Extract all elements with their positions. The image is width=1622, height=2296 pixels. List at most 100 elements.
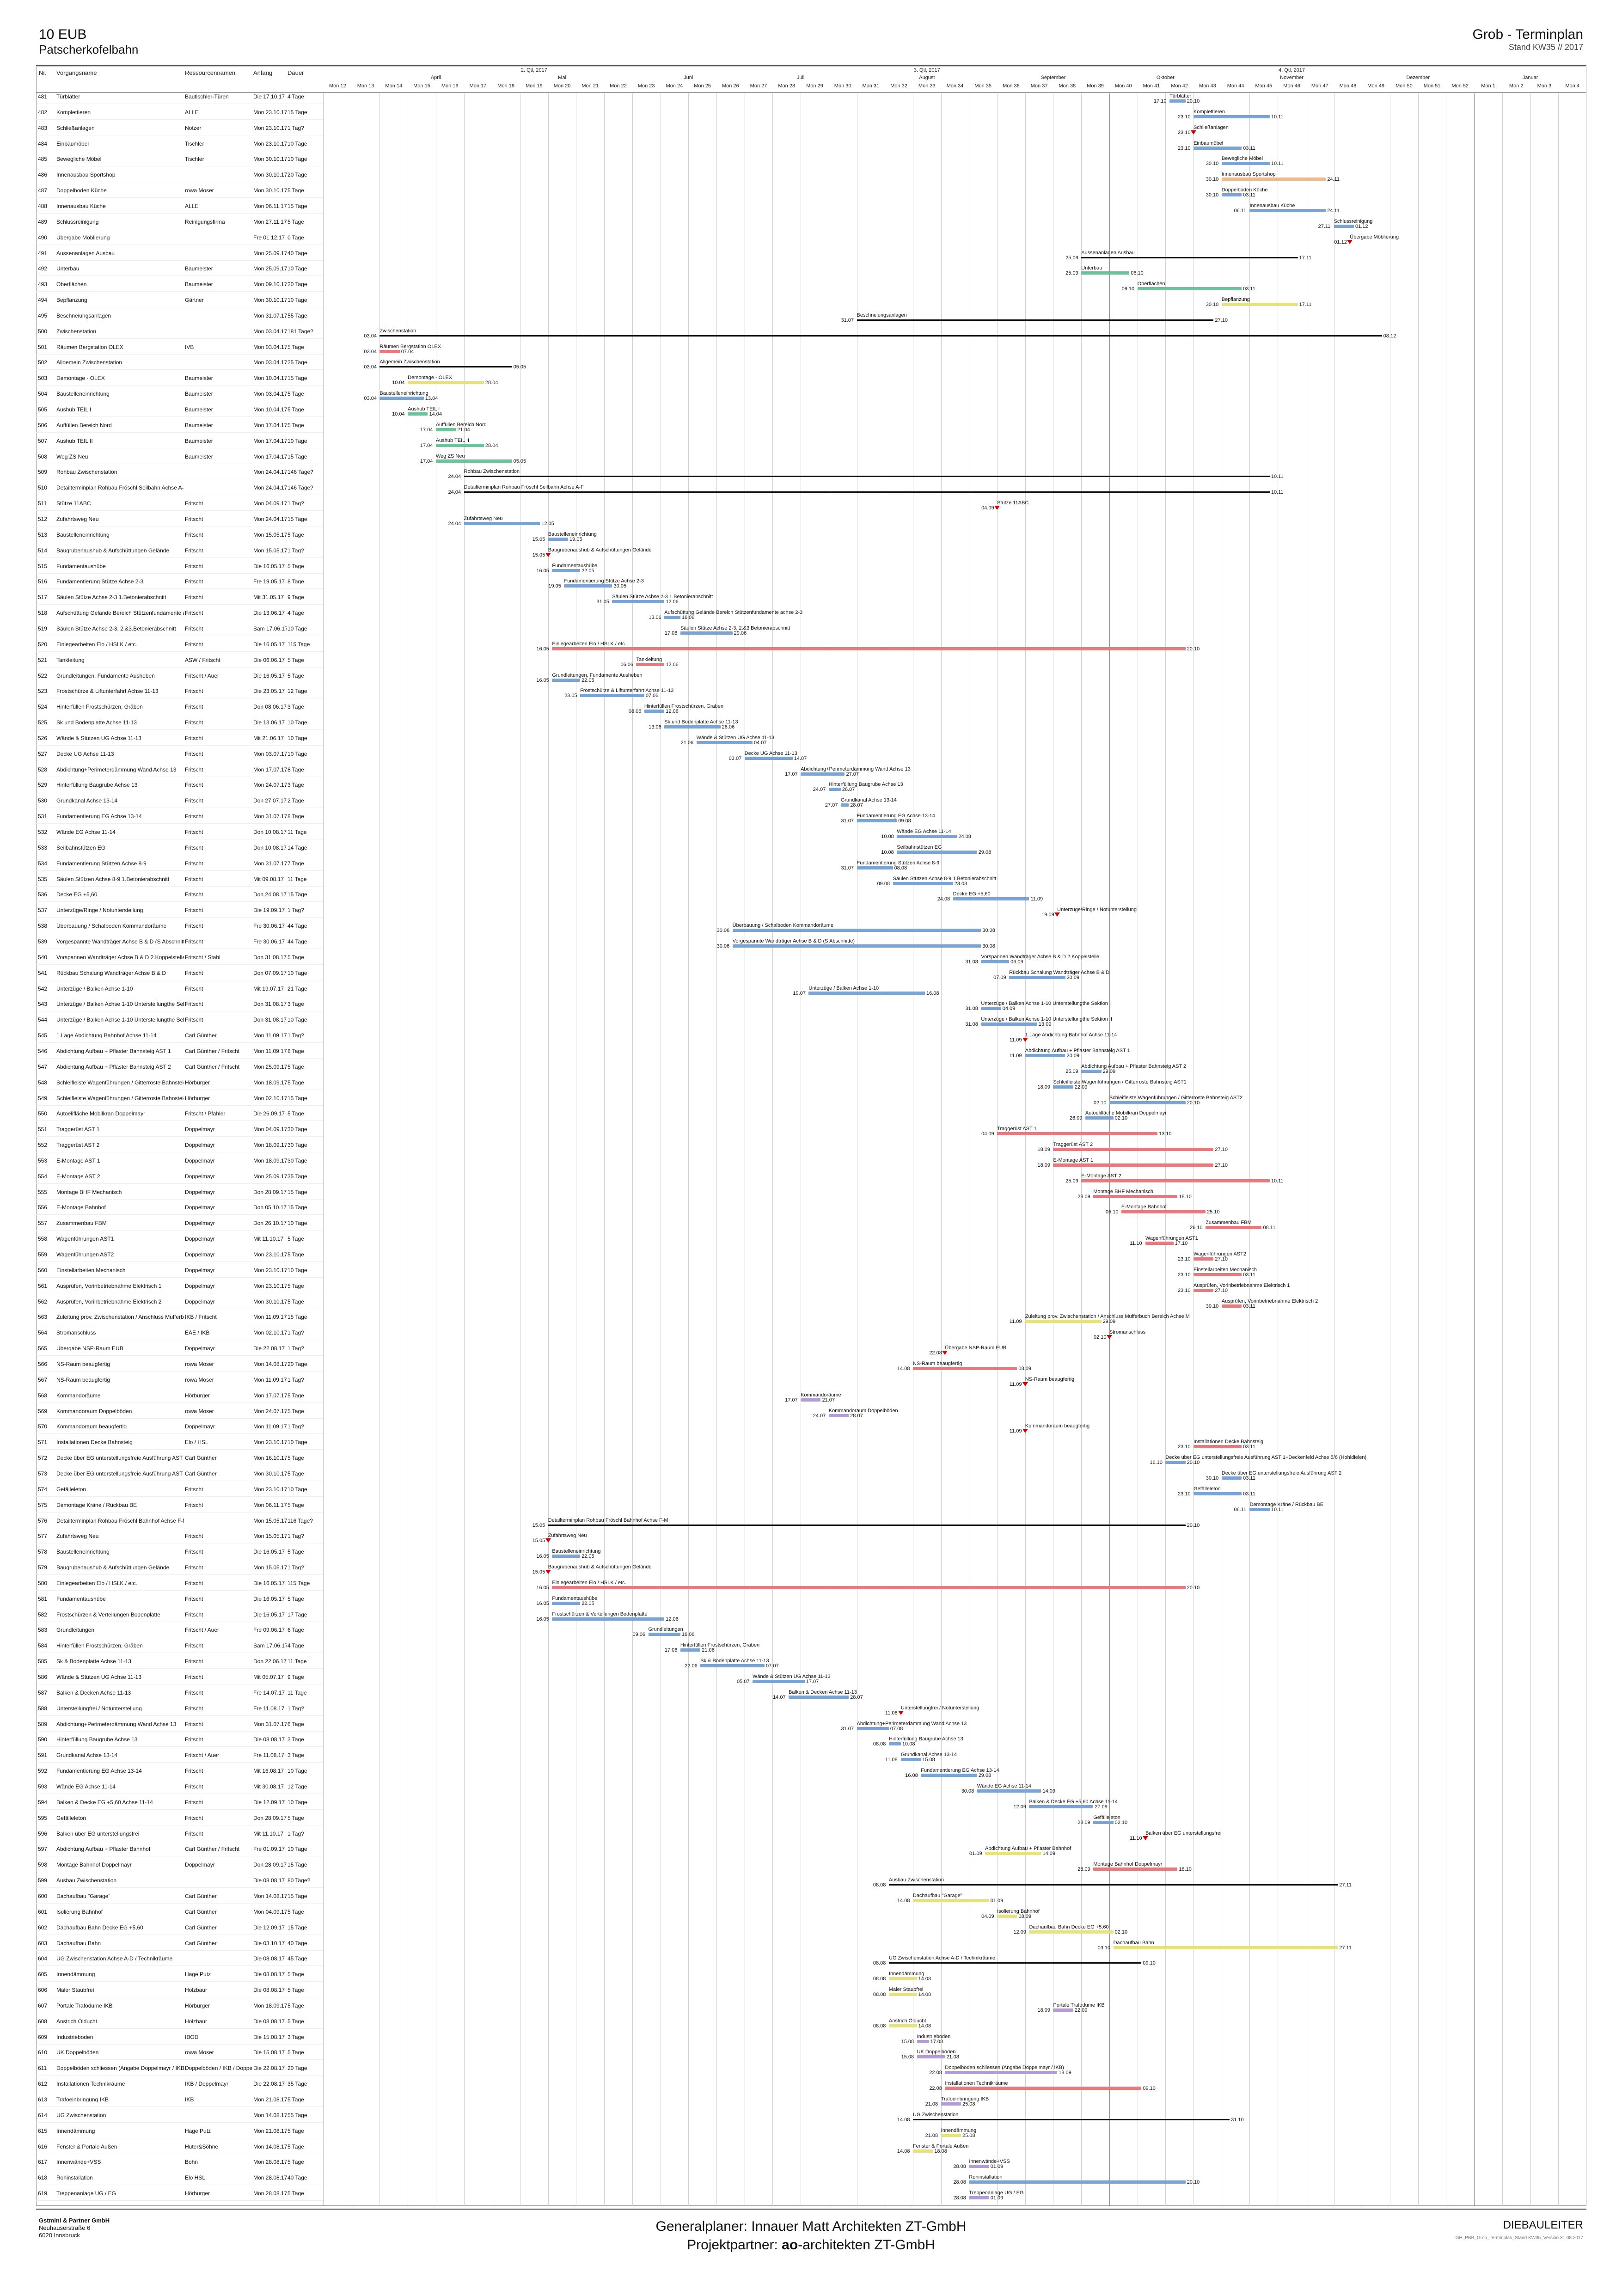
table-row[interactable]: 599 Ausbau Zwischenstation Die 08.08.17 80 …: [36, 1877, 324, 1888]
task-bar[interactable]: [912, 1898, 989, 1902]
table-row[interactable]: 609 Industrieboden IBOD Die 15.08.17 3 Tage: [36, 2034, 324, 2045]
table-row[interactable]: 488 Innenausbau Küche ALLE Mon 06.11.17 15 T…: [36, 203, 324, 214]
table-row[interactable]: 585 Sk & Bodenplatte Achse 11-13 Fritscht D…: [36, 1658, 324, 1669]
table-row[interactable]: 516 Fundamentierung Stütze Achse 2-3 Frits…: [36, 578, 324, 589]
task-bar[interactable]: [997, 1132, 1157, 1136]
table-row[interactable]: 525 Sk und Bodenplatte Achse 11-13 Fritsch…: [36, 719, 324, 730]
table-row[interactable]: 501 Räumen Bergstation OLEX IVB Mon 03.04.1…: [36, 344, 324, 355]
milestone-marker[interactable]: [1142, 1836, 1148, 1840]
table-row[interactable]: 514 Baugrubenaushub & Aufschüttungen Gelä…: [36, 547, 324, 558]
table-row[interactable]: 605 Innendämmung Hage Putz Die 08.08.17 5 Ta…: [36, 1971, 324, 1982]
table-row[interactable]: 591 Grundkanal Achse 13-14 Fritscht / Auer…: [36, 1752, 324, 1763]
task-bar[interactable]: [636, 662, 665, 666]
task-bar[interactable]: [435, 443, 484, 447]
table-row[interactable]: 571 Installationen Decke Bahnsteig Elo / H…: [36, 1439, 324, 1450]
task-bar[interactable]: [981, 1007, 1001, 1010]
table-row[interactable]: 578 Baustelleneinrichtung Fritscht Die 16.0…: [36, 1549, 324, 1560]
table-row[interactable]: 545 1.Lage Abdichtung Bahnhof Achse 11-14…: [36, 1032, 324, 1043]
task-bar[interactable]: [893, 882, 953, 885]
table-row[interactable]: 537 Unterzüge/Ringe / Notunterstellung Fri…: [36, 907, 324, 918]
table-row[interactable]: 595 Gefälleleton Fritscht Don 28.09.17 5 Tag…: [36, 1815, 324, 1825]
task-bar[interactable]: [1029, 1805, 1094, 1808]
task-bar[interactable]: [808, 991, 925, 995]
table-row[interactable]: 613 Trafoeinbringung IKB IKB Mon 21.08.17 5 …: [36, 2096, 324, 2107]
task-bar[interactable]: [801, 772, 845, 776]
task-bar[interactable]: [664, 616, 680, 619]
task-bar[interactable]: [408, 412, 428, 416]
task-bar[interactable]: [612, 600, 665, 604]
task-bar[interactable]: [1053, 1085, 1073, 1089]
table-row[interactable]: 482 Komplettieren ALLE Mon 23.10.17 15 Tage: [36, 109, 324, 120]
task-bar[interactable]: [897, 850, 977, 854]
table-row[interactable]: 592 Fundamentierung EG Achse 13-14 Fritsch…: [36, 1768, 324, 1779]
table-row[interactable]: 523 Frostschürze & Liftunterfahrt Achse 1…: [36, 688, 324, 699]
task-bar[interactable]: [888, 1742, 901, 1746]
task-bar[interactable]: [840, 803, 849, 807]
task-bar[interactable]: [912, 2149, 933, 2153]
table-row[interactable]: 541 Rückbau Schalung Wandträger Achse B &…: [36, 970, 324, 980]
table-row[interactable]: 520 Einlegearbeiten Elo / HSLK / etc. Frit…: [36, 641, 324, 652]
table-row[interactable]: 573 Decke über EG unterstellungsfreie Aus…: [36, 1470, 324, 1481]
table-row[interactable]: 490 Übergabe Möblierung Fre 01.12.17 0 Tage: [36, 234, 324, 245]
task-bar[interactable]: [897, 835, 957, 839]
table-row[interactable]: 535 Säulen Stützen Achse 8-9 1.Betonierab…: [36, 876, 324, 887]
table-row[interactable]: 528 Abdichtung+Perimeterdämmung Wand Achs…: [36, 766, 324, 777]
task-bar[interactable]: [664, 725, 721, 729]
table-row[interactable]: 589 Abdichtung+Perimeterdämmung Wand Achs…: [36, 1721, 324, 1732]
table-row[interactable]: 583 Grundleitungen Fritscht / Auer Fre 09.0…: [36, 1627, 324, 1638]
milestone-marker[interactable]: [898, 1710, 904, 1715]
table-row[interactable]: 557 Zusammenbau FBM Doppelmayr Don 26.10.17…: [36, 1220, 324, 1231]
table-row[interactable]: 603 Dachaufbau Bahn Carl Günther Die 03.10.…: [36, 1940, 324, 1951]
task-bar[interactable]: [857, 1727, 889, 1730]
task-bar[interactable]: [1025, 1320, 1102, 1323]
task-bar[interactable]: [1169, 99, 1186, 103]
table-row[interactable]: 481 Türblätter Bautischler-Türen Die 17.10.…: [36, 93, 324, 104]
milestone-marker[interactable]: [942, 1351, 948, 1355]
table-row[interactable]: 600 Dachaufbau "Garage" Carl Günther Mon 14…: [36, 1893, 324, 1904]
table-row[interactable]: 484 Einbaumöbel Tischler Mon 23.10.17 10 Tag…: [36, 141, 324, 151]
table-row[interactable]: 510 Detailterminplan Rohbau Fröschl Seilb…: [36, 484, 324, 496]
table-row[interactable]: 536 Decke EG +5,60 Fritscht Don 24.08.17 15 …: [36, 891, 324, 902]
summary-bar[interactable]: [1081, 257, 1298, 258]
task-bar[interactable]: [1165, 1461, 1186, 1464]
task-bar[interactable]: [1221, 162, 1270, 165]
table-row[interactable]: 612 Installationen Technikräume IKB / Dopp…: [36, 2081, 324, 2092]
table-row[interactable]: 486 Innenausbau Sportshop Mon 30.10.17 20 T…: [36, 171, 324, 183]
task-bar[interactable]: [408, 381, 484, 385]
table-row[interactable]: 594 Balken & Decke EG +5,60 Achse 11-14 Fr…: [36, 1799, 324, 1810]
table-row[interactable]: 532 Wände EG Achse 11-14 Fritscht Don 10.08…: [36, 829, 324, 840]
task-bar[interactable]: [912, 1367, 1017, 1370]
table-row[interactable]: 513 Baustelleneinrichtung Fritscht Mon 15.0…: [36, 532, 324, 542]
table-row[interactable]: 610 UK Doppelböden rowa Moser Die 15.08.17 5…: [36, 2049, 324, 2060]
milestone-marker[interactable]: [1054, 912, 1060, 917]
table-row[interactable]: 515 Fundamentaushübe Fritscht Die 16.05.17 5…: [36, 563, 324, 574]
task-bar[interactable]: [580, 694, 644, 698]
task-bar[interactable]: [680, 631, 733, 635]
task-bar[interactable]: [1109, 1101, 1186, 1104]
task-bar[interactable]: [945, 2087, 1142, 2090]
task-bar[interactable]: [552, 1586, 1186, 1589]
table-row[interactable]: 596 Balken über EG unterstellungsfrei Frit…: [36, 1831, 324, 1841]
summary-bar[interactable]: [464, 491, 1270, 493]
task-bar[interactable]: [1121, 1210, 1206, 1214]
table-row[interactable]: 582 Frostschürzen & Verteilungen Bodenpla…: [36, 1611, 324, 1622]
milestone-marker[interactable]: [545, 552, 551, 557]
table-row[interactable]: 559 Wagenführungen AST2 Doppelmayr Mon 23.1…: [36, 1251, 324, 1262]
table-row[interactable]: 598 Montage Bahnhof Doppelmayr Doppelmayr D…: [36, 1861, 324, 1873]
table-row[interactable]: 517 Säulen Stütze Achse 2-3 1.Betonierabs…: [36, 594, 324, 605]
summary-bar[interactable]: [379, 366, 512, 368]
table-row[interactable]: 543 Unterzüge / Balken Achse 1-10 Unterst…: [36, 1001, 324, 1012]
table-row[interactable]: 483 Schließanlagen Notzer Mon 23.10.17 1 Tag…: [36, 125, 324, 135]
summary-bar[interactable]: [379, 335, 1382, 337]
task-bar[interactable]: [917, 2039, 929, 2043]
table-row[interactable]: 597 Abdichtung Aufbau + Pflaster Bahnhof C…: [36, 1846, 324, 1857]
table-row[interactable]: 538 Überbauung / Schalboden Kommandoräume…: [36, 923, 324, 934]
table-row[interactable]: 519 Säulen Stütze Achse 2-3, 2.&3.Betonie…: [36, 625, 324, 636]
task-bar[interactable]: [1221, 178, 1326, 181]
table-row[interactable]: 549 Schleifleiste Wagenführungen / Gitter…: [36, 1095, 324, 1106]
table-row[interactable]: 588 Unterstellungfrei / Notunterstellung F…: [36, 1705, 324, 1716]
table-row[interactable]: 529 Hinterfüllung Baugrube Achse 13 Fritsc…: [36, 782, 324, 793]
table-row[interactable]: 548 Schleifleiste Wagenführungen / Gitter…: [36, 1079, 324, 1090]
task-bar[interactable]: [900, 1758, 921, 1762]
table-row[interactable]: 512 Zufahrtsweg Neu Fritscht Mon 24.04.17 15…: [36, 516, 324, 527]
